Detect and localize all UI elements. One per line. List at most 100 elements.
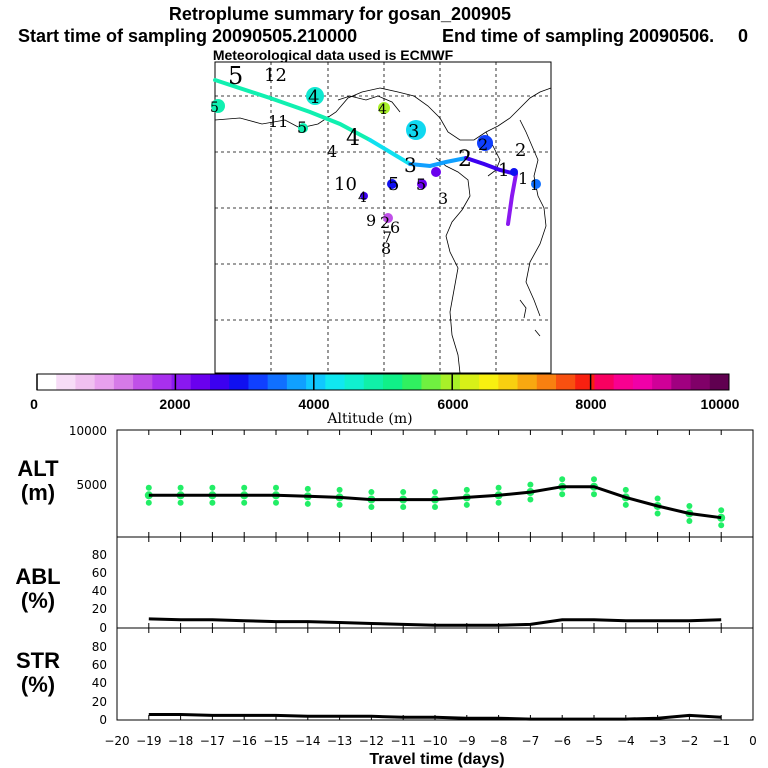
colorbar-swatch [383,374,403,390]
marker-label: 8 [381,239,391,258]
marker-label: 2 [478,135,488,154]
marker-label: 12 [264,65,287,86]
bubble [417,179,427,189]
marker-label: 3 [404,153,417,177]
bubble [387,179,397,189]
x-tick-label: −3 [649,734,667,748]
colorbar-swatch [267,374,288,390]
x-tick-label: −1 [712,734,730,748]
colorbar-swatch [344,374,365,390]
x-tick-label: −7 [522,734,540,748]
colorbar-swatch [402,374,422,390]
bubble [298,123,308,133]
panel-frame [116,429,754,538]
alt-marker [177,499,184,506]
marker-label: 3 [408,121,419,142]
alt-marker [686,502,693,509]
x-tick-label: −5 [585,734,603,748]
alt-marker [654,510,661,517]
alt-marker [495,484,502,491]
met-data-line: Meteorological data used is ECMWF [213,47,454,63]
marker-label: 4 [308,87,319,108]
colorbar-swatch [517,374,538,390]
alt-marker [241,499,248,506]
marker-label: 5 [388,174,399,195]
alt-marker [717,513,726,522]
marker-label: 5 [416,175,426,194]
x-tick-label: −2 [681,734,699,748]
trajectory [213,78,518,226]
alt-marker [304,500,311,507]
subtitle-end: End time of sampling 20090506. [442,26,714,46]
x-tick-label: −17 [200,734,225,748]
colorbar-swatch [479,374,499,390]
alt-marker [591,491,597,498]
x-tick-label: −10 [422,734,447,748]
x-tick-label: −11 [391,734,416,748]
map-panel: 5 12 4 4 5 11 5 4 3 4 2 2 10 3 2 1 4 5 5… [210,61,552,374]
x-tick-label: −16 [232,734,257,748]
colorbar-swatch [306,374,326,390]
colorbar-swatch [459,374,480,390]
marker-label: 4 [327,142,337,161]
figure-title: Retroplume summary for gosan_200905 [169,4,511,24]
colorbar-swatch [594,374,615,390]
marker-label: 11 [268,112,288,131]
abl-ytick: 20 [92,602,107,616]
marker-label: 6 [390,218,400,237]
str-ytick: 0 [99,713,107,727]
colorbar-swatch [37,374,57,390]
x-tick-label: −18 [168,734,193,748]
bubble [531,179,541,189]
alt-marker [718,507,725,514]
bubble [477,135,493,151]
colorbar-tick: 8000 [575,396,606,412]
bubble [406,120,426,140]
x-tick-label: −8 [490,734,508,748]
colorbar-tick: 0 [30,396,38,412]
x-tick-label: −14 [295,734,320,748]
coastlines [214,87,552,374]
str-ytick: 20 [92,695,107,709]
marker-label: 1 [530,178,539,194]
time-series-panels: ALT (m) ABL (%) STR (%) 10000 5000 80 60… [15,424,754,727]
colorbar-swatch [556,374,576,390]
alt-marker [336,486,343,493]
alt-marker [273,484,279,491]
marker-label: 2 [458,147,472,172]
alt-marker [527,481,534,488]
trajectory-labels: 5 12 4 4 5 11 5 4 3 4 2 2 10 3 2 1 4 5 5… [210,62,539,258]
panel-frame [116,627,754,721]
x-axis-ticks: −20 −19 −18 −17 −16 −15 −14 −13 −12 −11 −10 −9 −8 −7−… [104,734,756,748]
alt-marker [622,501,629,508]
colorbar-swatch [286,374,307,390]
colorbar-swatch [440,374,461,390]
alt-marker [209,499,216,506]
alt-label: ALT [17,456,59,481]
alt-ytick: 5000 [76,478,107,492]
alt-marker [463,501,470,508]
alt-marker [718,522,725,529]
colorbar-swatch [190,374,211,390]
subtitle-start: Start time of sampling 20090505.210000 [18,26,357,46]
alt-marker [336,501,343,508]
alt-marker [559,476,566,483]
alt-marker [400,489,407,496]
map-gridlines [215,62,551,373]
x-tick-label: 0 [749,734,757,748]
marker-label: 7 [383,230,392,246]
alt-marker [209,484,216,491]
alt-marker [145,484,152,491]
alt-marker [241,484,248,491]
colorbar-swatch [632,374,653,390]
abl-ytick: 0 [99,621,107,635]
alt-marker [527,496,534,503]
colorbar-tick: 2000 [159,396,190,412]
colorbar-swatch [363,374,384,390]
alt-marker [686,517,693,524]
marker-label: 4 [358,190,367,206]
x-tick-label: −15 [263,734,288,748]
bubble [360,192,368,200]
x-tick-label: −12 [359,734,384,748]
